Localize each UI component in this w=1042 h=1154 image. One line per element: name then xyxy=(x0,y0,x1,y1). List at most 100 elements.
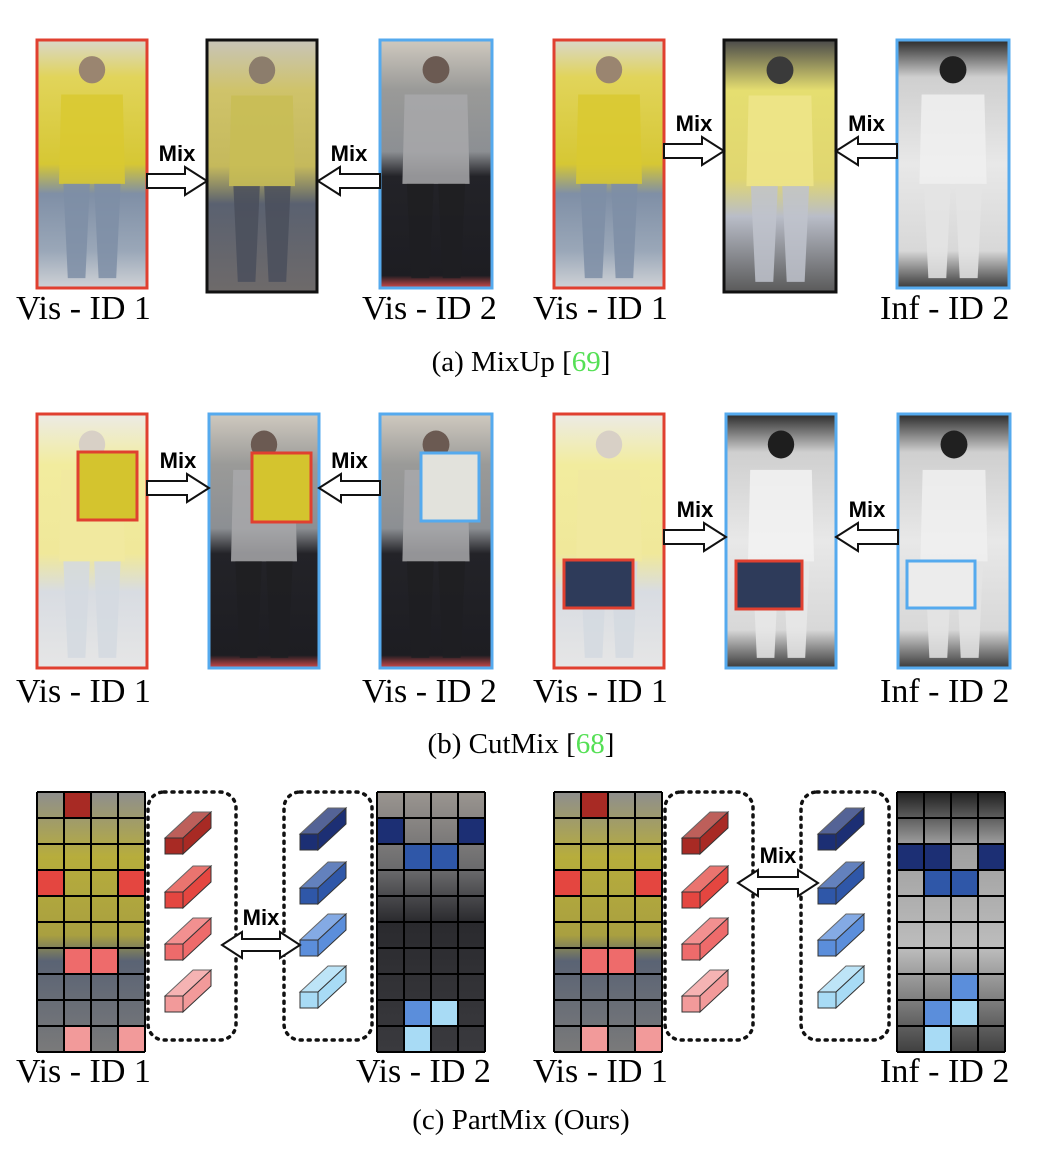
a-left-vis1-person-torso xyxy=(59,94,125,184)
b-right-vis1-person-head xyxy=(595,430,623,459)
a-right-mix-person-left-leg xyxy=(750,186,778,282)
c-right-blue-parts-box xyxy=(799,790,891,1042)
caption-cutmix: (b) CutMix [68] xyxy=(0,730,1042,759)
a-left-vis1-person xyxy=(59,56,125,279)
caption-cutmix-citation: 68 xyxy=(575,728,605,760)
a-right-vis1-person-left-leg xyxy=(580,183,607,279)
b-left-vis1-frame xyxy=(35,412,149,670)
c-right-blue-part-1 xyxy=(816,860,866,906)
a-right-inf2-person-torso xyxy=(919,94,987,184)
row-b-right-id2-label: Inf - ID 2 xyxy=(880,673,1010,710)
c-right-red-part-1 xyxy=(680,864,730,910)
c-right-vis1-grid-part-3 xyxy=(581,948,608,974)
b-left-mixed-pasted-patch xyxy=(250,451,313,524)
c-left-double-arrow-label: Mix xyxy=(243,905,280,930)
c-left-vis2-grid-part-4 xyxy=(404,1000,431,1026)
b-left-mixed-frame xyxy=(207,412,321,670)
row-b-left-id1-label: Vis - ID 1 xyxy=(16,673,151,710)
a-left-vis2-person-head xyxy=(422,56,450,84)
c-right-red-part-0-front xyxy=(681,837,701,855)
row-b-left-id2-label: Vis - ID 2 xyxy=(362,673,497,710)
row-a-right-id2-label: Inf - ID 2 xyxy=(880,290,1010,327)
c-left-blue-part-3-front xyxy=(299,991,319,1009)
c-right-blue-part-3-front xyxy=(817,991,837,1009)
c-right-inf2-grid-part-2 xyxy=(978,844,1005,870)
c-right-blue-part-1-front xyxy=(817,887,837,905)
c-right-vis1-grid-part-6 xyxy=(635,1026,662,1052)
b-right-arrow-2: Mix xyxy=(834,497,899,553)
b-left-vis2-cut-region xyxy=(419,451,481,523)
b-left-vis2-person-left-leg xyxy=(406,561,434,658)
caption-mixup-bracket: ] xyxy=(600,346,611,378)
c-right-blue-part-3 xyxy=(816,964,866,1010)
c-right-inf2-grid xyxy=(896,791,1006,1053)
a-left-arrow-1: Mix xyxy=(146,141,209,197)
c-left-blue-part-3 xyxy=(298,964,348,1010)
c-right-double-arrow: Mix xyxy=(736,843,820,898)
a-left-vis1-person-head xyxy=(78,56,106,84)
a-right-inf2-person-head xyxy=(939,56,967,84)
c-left-vis1-grid-part-6 xyxy=(118,1026,145,1052)
a-right-mix-person-torso xyxy=(746,95,814,187)
c-right-vis1-grid-part-2 xyxy=(635,870,662,896)
a-right-inf2-person-left-leg xyxy=(923,183,951,279)
c-left-vis1-grid xyxy=(36,791,146,1053)
c-left-vis2-grid-part-1 xyxy=(458,818,485,844)
c-left-blue-part-2 xyxy=(298,912,348,958)
caption-partmix-text: (c) PartMix (Ours) xyxy=(412,1104,630,1136)
c-left-red-part-1 xyxy=(163,864,213,910)
row-c-right-id2-label: Inf - ID 2 xyxy=(880,1053,1010,1090)
c-right-vis1-grid-part-5 xyxy=(581,1026,608,1052)
a-left-mix-frame xyxy=(205,38,319,294)
caption-cutmix-bracket: ] xyxy=(604,728,615,760)
c-right-vis1-grid xyxy=(553,791,663,1053)
b-left-vis1-person-left-leg xyxy=(63,561,90,658)
c-right-red-part-0 xyxy=(680,810,730,856)
c-right-inf2-grid-part-7 xyxy=(951,1000,978,1026)
c-left-red-part-3-front xyxy=(164,995,184,1013)
a-right-arrow-2-shape xyxy=(834,135,898,167)
c-left-blue-part-2-front xyxy=(299,939,319,957)
b-left-vis1-person-right-leg xyxy=(94,561,121,658)
c-left-vis2-grid-part-3 xyxy=(431,844,458,870)
c-left-blue-parts-box xyxy=(282,790,374,1042)
caption-partmix: (c) PartMix (Ours) xyxy=(0,1106,1042,1135)
a-right-mix-person-head xyxy=(766,56,794,85)
c-right-vis1-grid-part-0 xyxy=(581,792,608,818)
a-left-vis2-person xyxy=(402,56,470,279)
c-right-inf2-grid-part-8 xyxy=(924,1026,951,1052)
b-right-arrow-1: Mix xyxy=(663,497,728,553)
row-b-right-id1-label: Vis - ID 1 xyxy=(533,673,668,710)
c-left-red-parts-box xyxy=(146,790,238,1042)
c-right-red-part-3 xyxy=(680,968,730,1014)
b-right-mixed-pasted-patch xyxy=(734,559,804,611)
c-right-inf2-grid-part-3 xyxy=(924,870,951,896)
b-right-arrow-1-shape xyxy=(663,521,728,553)
a-left-mix-person-torso xyxy=(229,95,295,187)
c-left-red-part-3 xyxy=(163,968,213,1014)
a-right-mix-person xyxy=(746,56,814,282)
a-right-vis1-person-torso xyxy=(576,94,642,184)
a-right-mix-person-right-leg xyxy=(782,186,810,282)
b-left-arrow-1-shape xyxy=(146,472,211,504)
c-right-red-part-2-front xyxy=(681,943,701,961)
c-left-vis1-grid-part-3 xyxy=(64,948,91,974)
c-left-blue-part-1 xyxy=(298,860,348,906)
b-left-mixed-person-head xyxy=(250,430,278,459)
b-left-vis2-frame xyxy=(378,412,494,670)
c-left-vis1-grid-part-2 xyxy=(118,870,145,896)
c-left-red-part-2-front xyxy=(164,943,184,961)
b-left-arrow-2-shape xyxy=(317,472,381,504)
a-left-arrow-2-shape xyxy=(316,165,381,197)
b-right-arrow-1-label: Mix xyxy=(677,497,714,522)
a-left-vis1-person-right-leg xyxy=(94,183,121,279)
c-right-blue-part-2-front xyxy=(817,939,837,957)
c-left-vis2-grid-part-6 xyxy=(404,1026,431,1052)
b-left-arrow-1: Mix xyxy=(146,448,211,504)
caption-cutmix-text: (b) CutMix [ xyxy=(427,728,576,760)
row-a-left-id1-label: Vis - ID 1 xyxy=(16,290,151,327)
c-right-red-parts-box xyxy=(663,790,755,1042)
b-right-vis1-person-torso xyxy=(576,469,642,562)
a-right-arrow-1: Mix xyxy=(663,111,726,167)
b-right-arrow-2-label: Mix xyxy=(849,497,886,522)
